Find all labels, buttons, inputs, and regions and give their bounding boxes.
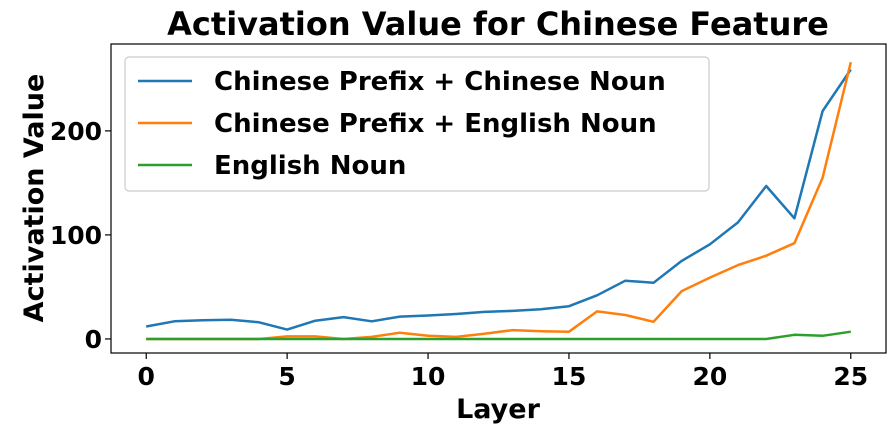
y-tick-label: 100	[50, 221, 102, 250]
x-tick-label: 20	[692, 362, 727, 391]
x-tick-label: 10	[411, 362, 446, 391]
plot-lines	[145, 61, 853, 341]
legend-label: English Noun	[214, 151, 406, 181]
y-axis-label: Activation Value	[19, 74, 50, 323]
x-axis-label: Layer	[456, 394, 541, 425]
x-tick-label: 5	[278, 362, 295, 391]
legend-label: Chinese Prefix + English Noun	[214, 109, 657, 139]
legend-box	[124, 56, 710, 192]
axis-ticks: 0 5 10 15 20 25 0 100 200	[50, 117, 868, 391]
legend-label: Chinese Prefix + Chinese Noun	[214, 67, 666, 97]
y-tick-label: 200	[50, 117, 102, 146]
y-tick-label: 0	[85, 325, 102, 354]
series-line-1	[145, 68, 852, 331]
x-tick-label: 0	[138, 362, 155, 391]
x-tick-label: 25	[833, 362, 868, 391]
x-tick-label: 15	[552, 362, 587, 391]
plot-frame	[110, 43, 887, 354]
chart-title: Activation Value for Chinese Feature	[167, 5, 829, 43]
legend: Chinese Prefix + Chinese Noun Chinese Pre…	[124, 56, 710, 192]
series-line-3	[146, 330, 851, 341]
